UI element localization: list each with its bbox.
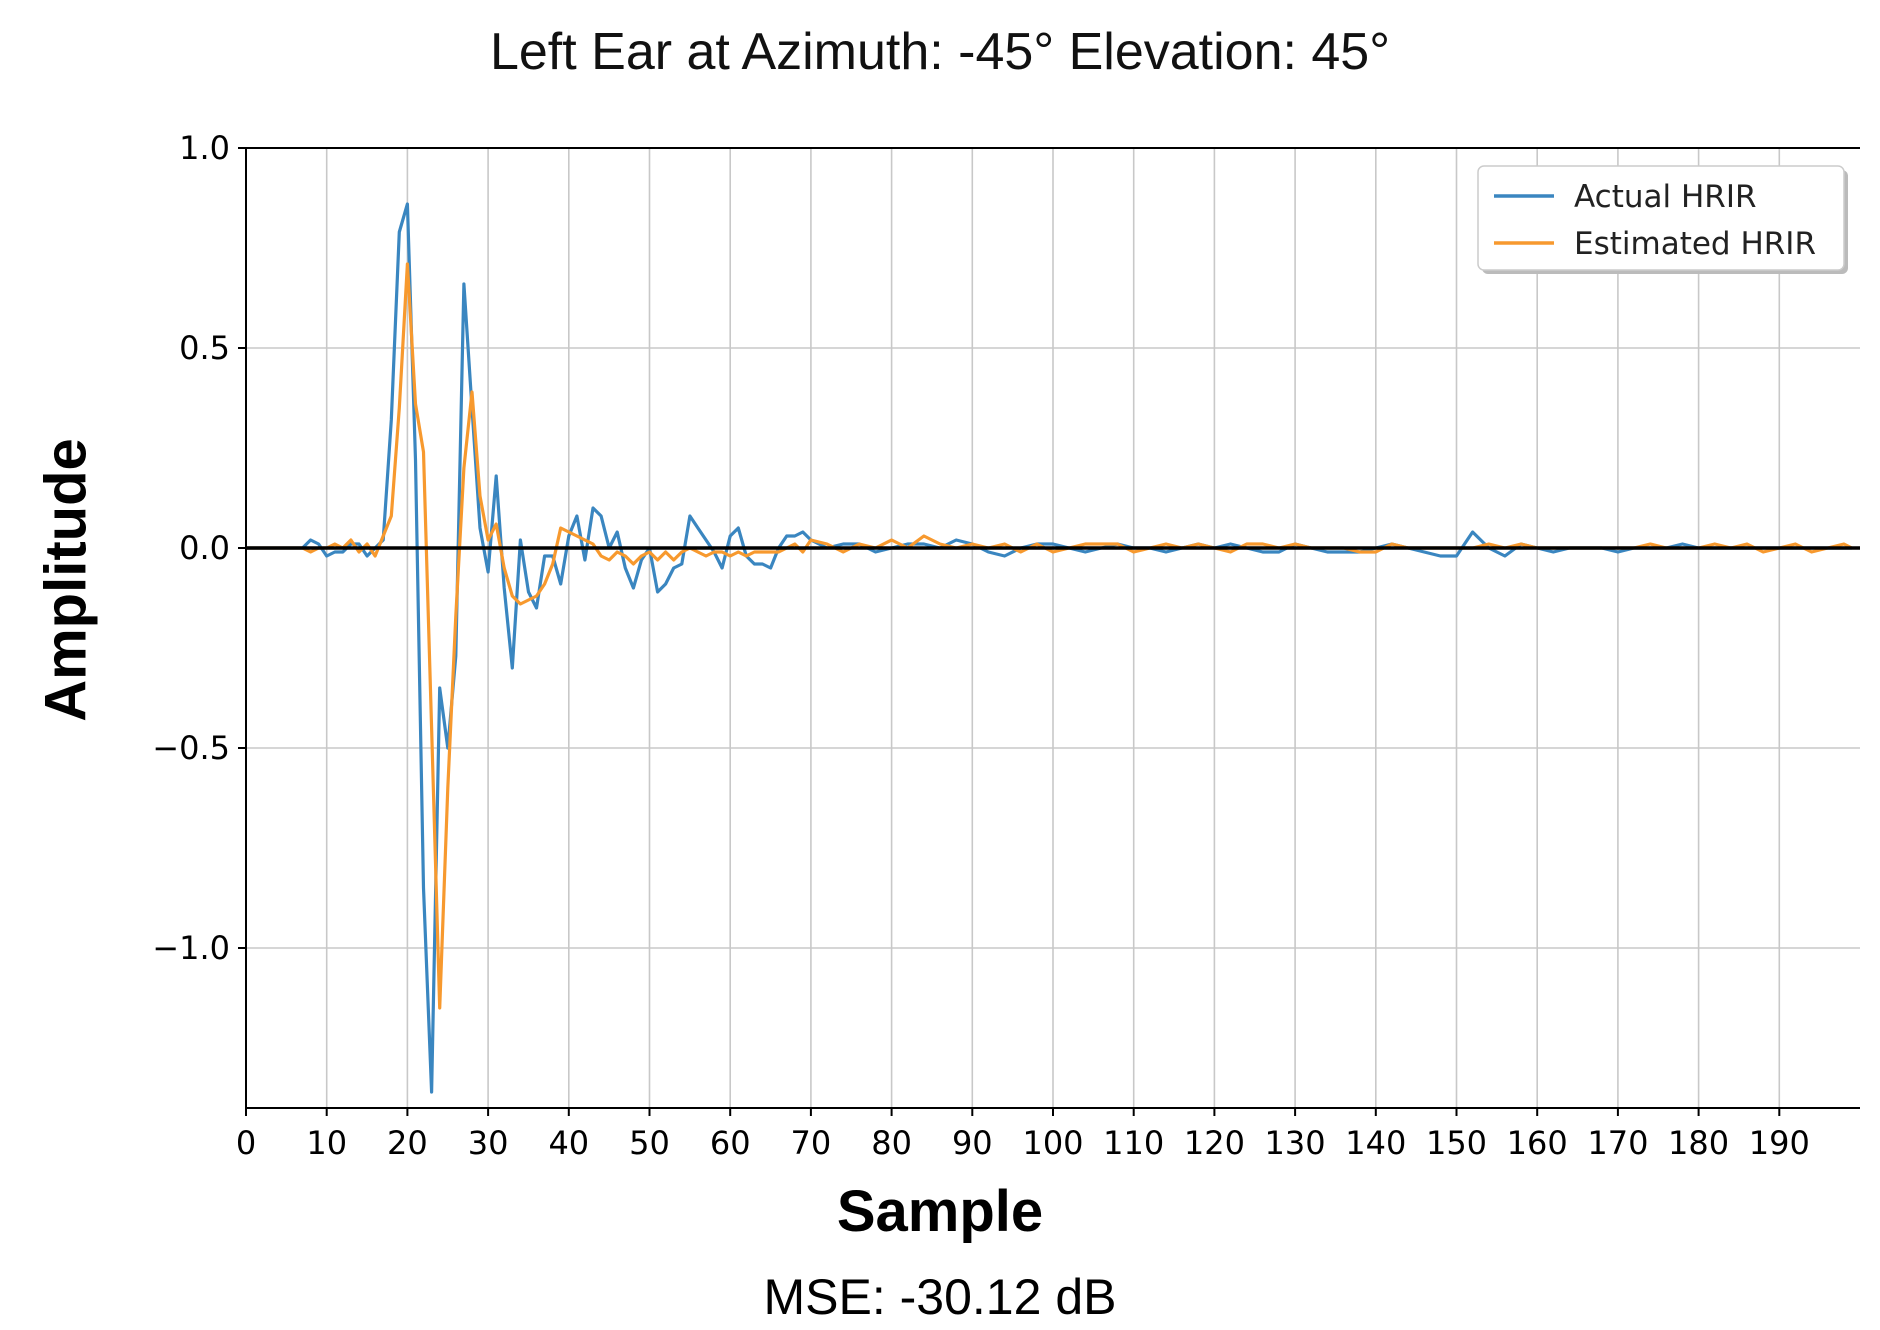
x-tick-label: 180 — [1668, 1124, 1729, 1162]
series-line-estimated-hrir — [246, 262, 1853, 1010]
mse-label: MSE: -30.12 dB — [763, 1269, 1117, 1325]
x-tick-label: 60 — [710, 1124, 751, 1162]
x-axis-label: Sample — [836, 1179, 1044, 1244]
series-line-actual-hrir — [246, 202, 1852, 1094]
x-tick-label: 170 — [1587, 1124, 1648, 1162]
legend-box — [1477, 165, 1845, 271]
grid — [245, 147, 1860, 1108]
x-tick-label: 20 — [387, 1124, 428, 1162]
x-tick-label: 150 — [1426, 1124, 1487, 1162]
legend-label: Actual HRIR — [1574, 179, 1757, 215]
x-tick-label: 10 — [306, 1124, 347, 1162]
x-tick-label: 90 — [952, 1124, 993, 1162]
legend-label: Estimated HRIR — [1574, 226, 1816, 262]
x-tick-label: 80 — [871, 1124, 912, 1162]
tick-labels: 0 10 20 30 40 50 60 70 80 90 100 110 120 130 140 150 160… — [152, 129, 1810, 1162]
x-tick-label: 100 — [1022, 1124, 1083, 1162]
x-tick-label: 30 — [468, 1124, 509, 1162]
y-tick-label: 0.0 — [179, 529, 230, 567]
y-tick-label: −0.5 — [152, 729, 230, 767]
x-tick-label: 50 — [629, 1124, 670, 1162]
x-tick-label: 70 — [791, 1124, 832, 1162]
x-tick-label: 190 — [1749, 1124, 1810, 1162]
x-tick-label: 140 — [1345, 1124, 1406, 1162]
x-tick-label: 130 — [1265, 1124, 1326, 1162]
x-tick-label: 110 — [1103, 1124, 1164, 1162]
series-layer — [246, 202, 1853, 1094]
x-tick-label: 160 — [1507, 1124, 1568, 1162]
axes — [238, 147, 1860, 1116]
y-tick-label: −1.0 — [152, 929, 230, 967]
legend: Actual HRIR Estimated HRIR — [1477, 165, 1848, 274]
y-tick-label: 1.0 — [179, 129, 230, 167]
chart-title: Left Ear at Azimuth: -45° Elevation: 45° — [489, 23, 1391, 81]
x-tick-label: 0 — [236, 1124, 256, 1162]
x-tick-label: 40 — [548, 1124, 589, 1162]
y-tick-label: 0.5 — [179, 329, 230, 367]
x-tick-label: 120 — [1184, 1124, 1245, 1162]
